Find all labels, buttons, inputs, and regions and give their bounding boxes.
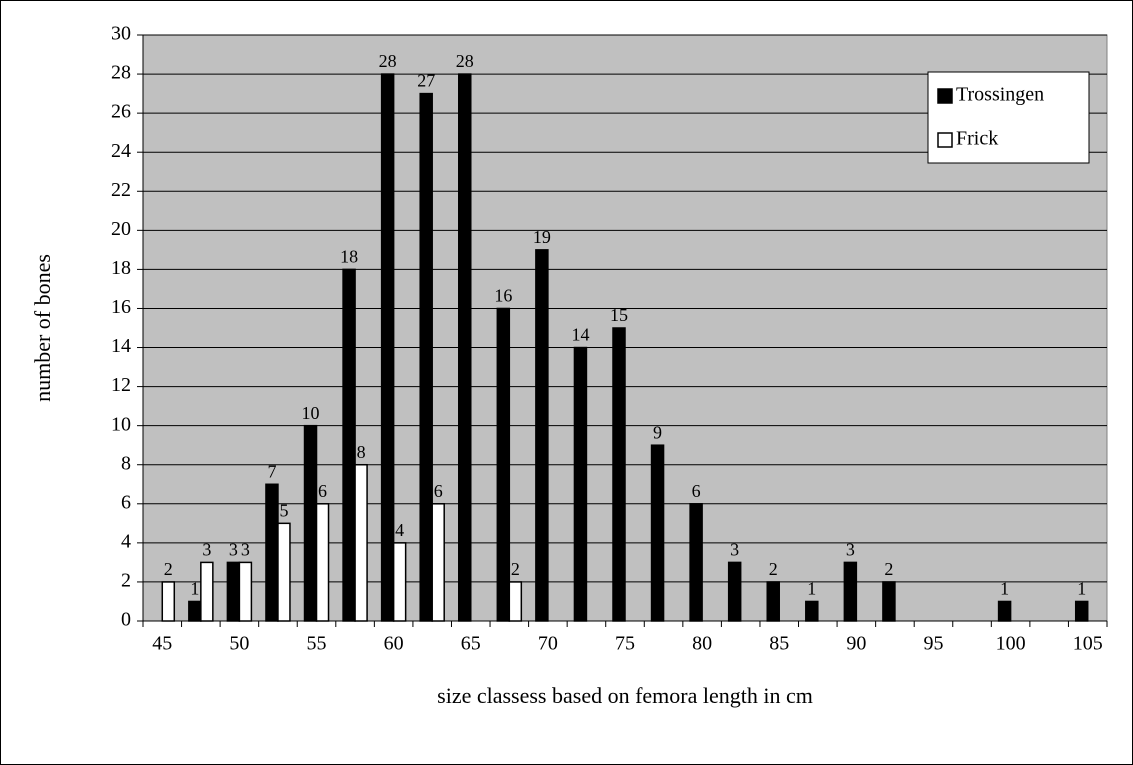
y-tick-label: 26: [111, 101, 131, 123]
x-tick-label: 95: [923, 633, 943, 655]
x-axis-title: size classess based on femora length in …: [437, 683, 813, 708]
x-tick-label: 65: [461, 633, 481, 655]
value-label: 15: [610, 305, 628, 325]
value-label: 1: [1000, 579, 1009, 599]
value-label: 6: [692, 481, 701, 501]
y-tick-label: 0: [121, 609, 131, 631]
x-tick-label: 80: [692, 633, 712, 655]
x-tick-label: 50: [229, 633, 249, 655]
value-label: 2: [164, 559, 173, 579]
bar: [200, 561, 214, 622]
y-tick-label: 20: [111, 218, 131, 240]
y-tick-label: 4: [121, 530, 131, 552]
value-label: 6: [434, 481, 443, 501]
bar: [419, 92, 433, 622]
y-tick-label: 6: [121, 491, 131, 513]
value-label: 3: [730, 540, 739, 560]
value-label: 19: [533, 227, 551, 247]
bar: [508, 581, 523, 622]
x-tick-label: 105: [1073, 633, 1103, 655]
x-tick-label: 75: [615, 633, 635, 655]
bar: [354, 463, 368, 622]
value-label: 3: [229, 540, 238, 560]
bar: [650, 444, 665, 622]
legend-label: Trossingen: [956, 84, 1044, 106]
y-tick-label: 28: [111, 62, 131, 84]
y-tick-label: 30: [111, 23, 131, 45]
bar: [766, 581, 780, 622]
value-label: 3: [202, 540, 211, 560]
y-tick-label: 8: [121, 452, 131, 474]
value-label: 4: [395, 520, 404, 540]
x-tick-label: 45: [152, 633, 172, 655]
x-tick-label: 60: [384, 633, 404, 655]
x-tick-label: 85: [769, 633, 789, 655]
bar: [161, 581, 176, 622]
x-tick-label: 55: [307, 633, 327, 655]
value-label: 2: [884, 559, 893, 579]
y-tick-label: 2: [121, 570, 131, 592]
bar: [265, 483, 279, 622]
legend-box: [927, 71, 1090, 164]
bar: [882, 581, 896, 622]
legend-label: Frick: [956, 128, 998, 150]
value-label: 10: [302, 403, 320, 423]
bar: [997, 600, 1012, 622]
bar: [238, 561, 253, 622]
y-tick-label: 18: [111, 257, 131, 279]
y-tick-label: 10: [111, 413, 131, 435]
y-tick-label: 24: [111, 140, 131, 162]
value-label: 1: [190, 579, 199, 599]
bar: [342, 268, 356, 622]
bar: [805, 600, 819, 622]
bar: [689, 503, 703, 622]
value-label: 6: [318, 481, 327, 501]
bar: [496, 307, 511, 622]
value-label: 27: [417, 71, 435, 91]
bar: [315, 503, 330, 622]
legend-swatch: [937, 88, 953, 104]
value-label: 28: [456, 51, 474, 71]
value-label: 1: [1077, 579, 1086, 599]
y-axis-title: number of bones: [30, 254, 55, 402]
value-label: 16: [494, 286, 512, 306]
y-tick-label: 22: [111, 179, 131, 201]
bar: [612, 327, 626, 622]
y-tick-label: 16: [111, 296, 131, 318]
x-tick-label: 90: [846, 633, 866, 655]
value-label: 7: [267, 461, 276, 481]
y-tick-label: 12: [111, 374, 131, 396]
y-tick-label: 14: [111, 335, 131, 357]
bar: [1074, 600, 1089, 622]
value-label: 8: [357, 442, 366, 462]
bar: [727, 561, 742, 622]
bar: [188, 600, 202, 622]
x-tick-label: 70: [538, 633, 558, 655]
value-label: 2: [769, 559, 778, 579]
bar: [573, 346, 588, 622]
value-label: 18: [340, 247, 358, 267]
bar: [431, 503, 445, 622]
x-tick-label: 100: [996, 633, 1026, 655]
value-label: 3: [241, 540, 250, 560]
bar: [277, 522, 291, 622]
legend-swatch: [937, 132, 953, 148]
value-label: 14: [571, 325, 589, 345]
value-label: 5: [279, 500, 288, 520]
bar: [380, 73, 395, 622]
value-label: 28: [379, 51, 397, 71]
bar: [535, 249, 549, 622]
value-label: 3: [846, 540, 855, 560]
bar: [226, 561, 241, 622]
bar: [458, 73, 472, 622]
bar: [843, 561, 858, 622]
value-label: 2: [511, 559, 520, 579]
bar: [303, 424, 318, 622]
value-label: 9: [653, 422, 662, 442]
bar: [392, 542, 407, 622]
value-label: 1: [807, 579, 816, 599]
